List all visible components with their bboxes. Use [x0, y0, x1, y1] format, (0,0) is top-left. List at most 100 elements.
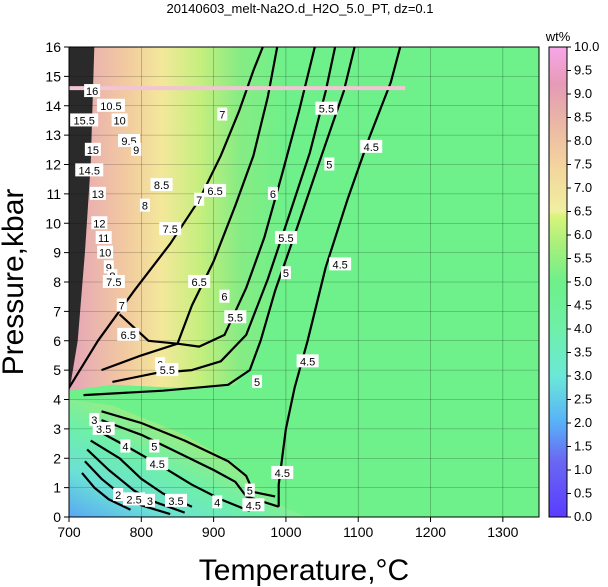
contour-label: 6: [219, 289, 230, 304]
svg-text:10.5: 10.5: [100, 101, 121, 113]
svg-text:5.5: 5.5: [228, 312, 243, 324]
svg-text:16: 16: [86, 86, 98, 98]
contour-line-4-5: [277, 47, 402, 507]
contour-label: 3: [89, 413, 100, 427]
colorbar-tick-label: 10.0: [574, 39, 599, 54]
svg-text:3.5: 3.5: [96, 424, 111, 436]
svg-text:2.5: 2.5: [126, 494, 141, 506]
contour-label: 2: [113, 487, 124, 502]
svg-text:5.5: 5.5: [278, 233, 293, 245]
svg-text:5.5: 5.5: [319, 104, 334, 116]
svg-text:4.5: 4.5: [333, 259, 348, 271]
colorbar-tick-label: 8.0: [574, 133, 592, 148]
contour-labels: 7776.56.56.56665.55.55.55.55554.54.54.54…: [70, 84, 383, 512]
svg-text:13: 13: [92, 189, 104, 201]
colorbar-tick-label: 7.0: [574, 180, 592, 195]
svg-text:10: 10: [113, 115, 125, 127]
x-axis-label: Temperature,°C: [199, 554, 409, 587]
contour-label: 12: [91, 216, 108, 230]
svg-text:7: 7: [196, 195, 202, 207]
contour-label: 4.5: [271, 465, 294, 480]
contour-label: 10: [97, 245, 114, 260]
svg-text:3.5: 3.5: [168, 496, 183, 508]
contour-label: 3: [144, 493, 155, 508]
colorbar-label: wt%: [545, 29, 571, 44]
colorbar: wt% 0.0 0.5 1.0 1.5 2.0 2.5 3.0 3.5 4.0 4.5 5.0 5.5…: [545, 29, 600, 524]
svg-text:6.5: 6.5: [207, 186, 222, 198]
upper-field-shading: [69, 47, 380, 391]
y-tick-label: 15: [45, 68, 61, 84]
svg-text:15.5: 15.5: [73, 115, 94, 127]
plot-area: 7776.56.56.56665.55.55.55.55554.54.54.54…: [69, 47, 539, 517]
svg-text:4: 4: [214, 497, 220, 509]
y-tick-label: 13: [45, 127, 61, 143]
x-tick-label: 900: [202, 524, 226, 540]
svg-text:5: 5: [254, 377, 260, 389]
x-tick-label: 1200: [415, 524, 446, 540]
svg-text:7: 7: [219, 110, 225, 122]
colorbar-tick-label: 0.0: [574, 509, 592, 524]
contour-label: 7: [194, 192, 205, 207]
contour-label: 4.5: [329, 257, 352, 271]
y-tick-label: 7: [53, 303, 61, 319]
colorbar-tick-label: 6.5: [574, 204, 592, 219]
svg-text:3: 3: [91, 415, 97, 427]
chart-title: 20140603_melt-Na2O.d_H2O_5.0_PT, dz=0.1: [166, 1, 433, 16]
colorbar-tick-label: 7.5: [574, 157, 592, 172]
svg-text:5: 5: [326, 160, 332, 172]
svg-text:4.5: 4.5: [275, 468, 290, 480]
y-tick-label: 4: [53, 392, 61, 408]
contour-label: 13: [89, 186, 106, 201]
svg-text:9: 9: [106, 262, 112, 274]
contour-label: 7.5: [159, 222, 182, 236]
contour-label: 5: [244, 483, 255, 498]
svg-text:5: 5: [283, 268, 289, 280]
colorbar-tick-label: 6.0: [574, 227, 592, 242]
svg-text:6: 6: [270, 189, 276, 201]
grid-lines: [69, 47, 539, 517]
x-tick-label: 700: [57, 524, 81, 540]
contour-line-6-5: [118, 47, 279, 345]
x-tick-label: 800: [130, 524, 154, 540]
svg-text:4.5: 4.5: [300, 356, 315, 368]
y-tick-label: 14: [45, 98, 61, 114]
contour-label: 16: [84, 84, 101, 98]
colorbar-tick-label: 5.5: [574, 251, 592, 266]
x-tick-label: 1100: [343, 524, 373, 540]
svg-text:5: 5: [247, 486, 253, 498]
colorbar-tick-label: 3.0: [574, 368, 592, 383]
svg-text:8.5: 8.5: [154, 180, 169, 192]
contour-label: 8.5: [150, 178, 173, 192]
svg-text:9: 9: [133, 145, 139, 157]
svg-text:7.5: 7.5: [106, 277, 121, 289]
svg-text:6.5: 6.5: [121, 330, 136, 342]
contour-label: 11: [95, 230, 112, 245]
annotation-band: [69, 86, 406, 91]
svg-text:5: 5: [151, 442, 157, 454]
y-axis-label: Pressure,kbar: [0, 189, 30, 376]
contour-label: 2.5: [123, 492, 146, 506]
contour-label: 5.5: [224, 310, 247, 324]
y-tick-label: 10: [45, 215, 61, 231]
y-tick-label: 9: [53, 245, 61, 261]
contour-label: 7: [116, 298, 127, 313]
colorbar-tick-label: 2.5: [574, 392, 592, 407]
y-tick-label: 8: [53, 274, 61, 290]
contour-label: 9: [103, 260, 114, 274]
contour-label: 6.5: [117, 327, 140, 342]
svg-text:10: 10: [99, 248, 111, 260]
contour-label: 4.5: [296, 354, 319, 368]
svg-text:7.5: 7.5: [163, 224, 178, 236]
svg-text:15: 15: [87, 145, 99, 157]
contour-label: 5.5: [315, 101, 338, 116]
contour-label: 4: [120, 439, 131, 454]
svg-text:4.5: 4.5: [246, 500, 261, 512]
contour-label: 3.5: [165, 493, 188, 508]
colorbar-ticks: 0.0 0.5 1.0 1.5 2.0 2.5 3.0 3.5 4.0 4.5 5.0 5.5 6.0 6…: [567, 39, 599, 524]
contour-label: 10.5: [96, 98, 125, 113]
contour-label: 14.5: [75, 163, 104, 177]
contour-label: 10: [111, 113, 128, 127]
y-tick-label: 11: [46, 186, 61, 202]
